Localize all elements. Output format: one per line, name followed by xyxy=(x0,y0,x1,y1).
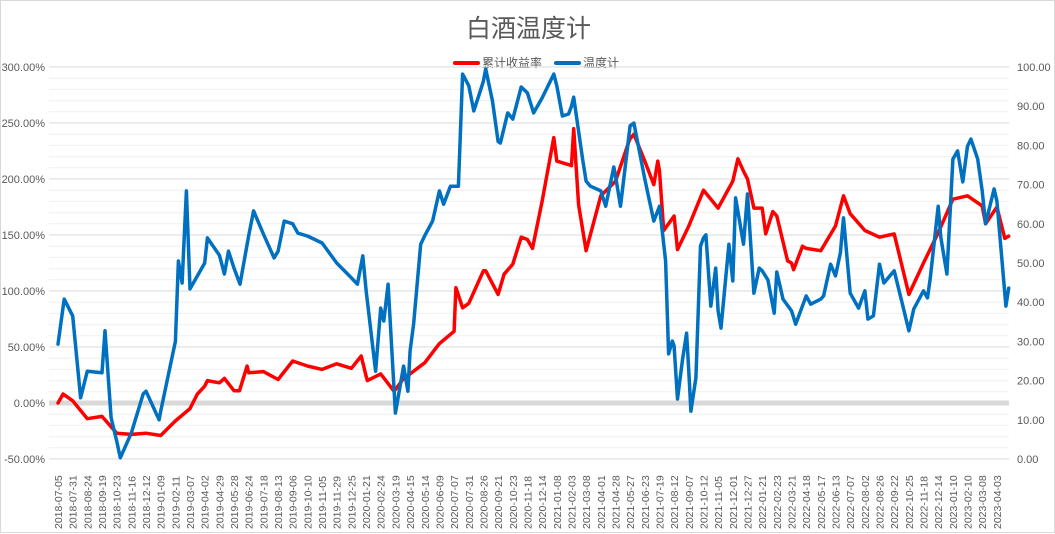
x-tick-label: 2018-09-19 xyxy=(97,475,109,529)
x-tick-label: 2019-10-10 xyxy=(302,475,314,529)
y-right-tick-label: 50.00 xyxy=(1017,258,1045,270)
x-tick-label: 2019-03-07 xyxy=(185,475,197,529)
x-tick-label: 2019-02-11 xyxy=(170,476,182,529)
x-tick-label: 2022-01-21 xyxy=(757,475,769,529)
y-left-tick-label: 0.00% xyxy=(14,398,45,410)
y-left-tick-label: 150.00% xyxy=(2,230,46,242)
x-axis: 2018-07-05 2018-07-31 2018-08-24 2018-09-19… xyxy=(53,475,1004,529)
x-tick-label: 2021-06-23 xyxy=(640,475,652,529)
x-tick-label: 2018-12-12 xyxy=(141,475,153,529)
x-tick-label: 2019-12-25 xyxy=(346,475,358,529)
y-left-tick-label: 200.00% xyxy=(2,174,46,186)
y-right-tick-label: 90.00 xyxy=(1017,101,1045,113)
x-tick-label: 2021-12-01 xyxy=(728,475,740,529)
x-tick-label: 2020-02-24 xyxy=(376,475,388,529)
y-right-tick-label: 30.00 xyxy=(1017,336,1045,348)
x-tick-label: 2019-11-05 xyxy=(317,476,329,529)
x-tick-label: 2021-02-03 xyxy=(566,475,578,529)
x-tick-label: 2021-11-05 xyxy=(713,476,725,529)
legend-swatch-return xyxy=(453,60,480,65)
x-tick-label: 2018-08-24 xyxy=(82,475,94,529)
y-right-tick-label: 100.00 xyxy=(1017,62,1051,74)
x-tick-label: 2020-11-18 xyxy=(522,476,534,529)
x-tick-label: 2022-06-13 xyxy=(831,475,843,529)
x-tick-label: 2023-03-08 xyxy=(977,475,989,529)
x-tick-label: 2020-08-26 xyxy=(478,475,490,529)
x-tick-label: 2022-11-18 xyxy=(919,476,931,529)
x-tick-label: 2020-10-23 xyxy=(508,475,520,529)
x-tick-label: 2019-06-24 xyxy=(244,475,256,529)
x-tick-label: 2018-07-31 xyxy=(68,475,80,529)
x-tick-label: 2022-12-14 xyxy=(933,475,945,529)
x-tick-label: 2022-07-07 xyxy=(845,475,857,529)
x-tick-label: 2019-11-29 xyxy=(332,476,344,529)
x-tick-label: 2019-04-02 xyxy=(200,475,212,529)
y-right-tick-label: 40.00 xyxy=(1017,297,1045,309)
y-right-tick-label: 70.00 xyxy=(1017,180,1045,192)
x-tick-label: 2022-05-17 xyxy=(816,475,828,529)
y-axis-left: 300.00% 250.00% 200.00% 150.00% 100.00% 50.00… xyxy=(2,62,46,466)
x-tick-label: 2020-06-09 xyxy=(434,475,446,529)
y-left-tick-label: 100.00% xyxy=(2,286,46,298)
y-axis-right: 100.00 90.00 80.00 70.00 60.00 50.00 40.00 30.0… xyxy=(1017,62,1051,466)
x-tick-label: 2021-07-19 xyxy=(654,475,666,529)
y-left-tick-label: 50.00% xyxy=(8,342,46,354)
legend-swatch-temperature xyxy=(554,60,582,65)
x-tick-label: 2019-04-29 xyxy=(214,475,226,529)
x-tick-label: 2021-03-08 xyxy=(581,475,593,529)
x-tick-label: 2022-09-22 xyxy=(889,475,901,529)
x-tick-label: 2022-08-26 xyxy=(875,475,887,529)
y-right-tick-label: 10.00 xyxy=(1017,415,1045,427)
x-tick-label: 2020-07-31 xyxy=(464,475,476,529)
x-tick-label: 2020-12-14 xyxy=(537,475,549,529)
x-tick-label: 2020-07-07 xyxy=(449,475,461,529)
series-lines xyxy=(56,67,1011,460)
x-tick-label: 2022-04-18 xyxy=(801,475,813,529)
y-left-tick-label: 250.00% xyxy=(2,118,46,130)
x-tick-label: 2020-09-21 xyxy=(493,475,505,529)
y-right-tick-label: 80.00 xyxy=(1017,140,1045,152)
x-tick-label: 2021-04-28 xyxy=(610,475,622,529)
x-tick-label: 2021-10-12 xyxy=(698,475,710,529)
x-tick-label: 2020-04-15 xyxy=(405,475,417,529)
x-tick-label: 2019-07-18 xyxy=(258,475,270,529)
x-tick-label: 2021-08-12 xyxy=(669,475,681,529)
x-tick-label: 2022-10-25 xyxy=(904,475,916,529)
x-tick-label: 2021-01-08 xyxy=(552,475,564,529)
x-tick-label: 2019-08-13 xyxy=(273,475,285,529)
chart-title: 白酒温度计 xyxy=(465,15,591,43)
x-tick-label: 2018-10-23 xyxy=(112,475,124,529)
x-tick-label: 2019-09-06 xyxy=(288,475,300,529)
x-tick-label: 2018-07-05 xyxy=(53,475,65,529)
x-tick-label: 2021-09-07 xyxy=(684,475,696,529)
y-right-tick-label: 0.00 xyxy=(1017,454,1038,466)
y-left-tick-label: 300.00% xyxy=(2,62,46,74)
x-tick-label: 2020-03-19 xyxy=(390,475,402,529)
y-right-tick-label: 60.00 xyxy=(1017,219,1045,231)
y-left-tick-label: -50.00% xyxy=(4,454,45,466)
y-right-tick-label: 20.00 xyxy=(1017,376,1045,388)
x-tick-label: 2023-01-10 xyxy=(948,475,960,529)
x-tick-label: 2019-01-09 xyxy=(156,475,168,529)
x-tick-label: 2022-02-23 xyxy=(772,475,784,529)
x-tick-label: 2022-08-02 xyxy=(860,475,872,529)
x-tick-label: 2023-04-03 xyxy=(992,475,1004,529)
x-tick-label: 2021-05-27 xyxy=(625,475,637,529)
x-tick-label: 2020-05-14 xyxy=(420,475,432,529)
x-tick-label: 2023-02-10 xyxy=(963,475,975,529)
series-line-cumulative-return xyxy=(56,126,1011,438)
x-tick-label: 2018-11-16 xyxy=(126,476,138,529)
x-tick-label: 2022-03-21 xyxy=(787,475,799,529)
x-tick-label: 2021-12-27 xyxy=(742,475,754,529)
x-tick-label: 2020-01-21 xyxy=(361,475,373,529)
x-tick-label: 2019-05-28 xyxy=(229,475,241,529)
series-line-temperature xyxy=(56,67,1011,460)
x-tick-label: 2021-04-01 xyxy=(596,475,608,529)
